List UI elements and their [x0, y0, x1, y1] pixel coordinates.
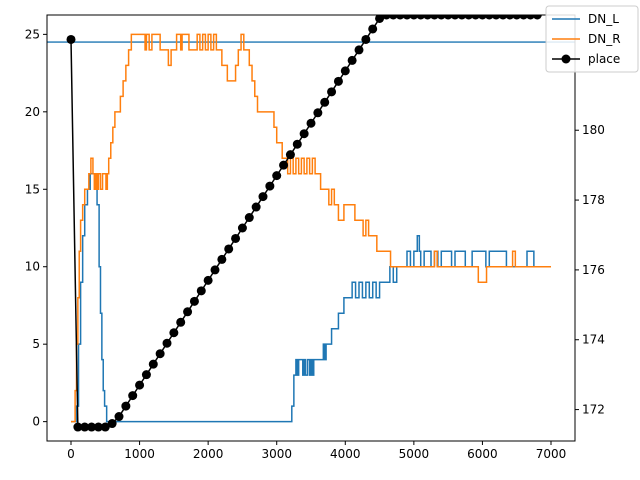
data-point-place: [347, 55, 357, 65]
data-point-place: [292, 139, 302, 149]
data-point-place: [189, 296, 199, 306]
data-point-place: [313, 108, 323, 118]
data-point-place: [210, 265, 220, 275]
y-left-tick-label: 20: [25, 105, 40, 119]
data-point-place: [340, 66, 350, 76]
data-point-place: [306, 118, 316, 128]
data-point-place: [395, 15, 405, 20]
data-point-place: [381, 15, 391, 20]
x-tick-label: 7000: [536, 447, 567, 461]
data-point-place: [114, 412, 124, 422]
data-point-place: [272, 171, 282, 181]
series-line-dn-r: [71, 33, 551, 423]
plot-frame: [46, 14, 576, 442]
data-point-place: [375, 15, 385, 23]
legend-label: place: [588, 52, 620, 66]
data-point-place: [251, 202, 261, 212]
y-left-tick-label: 25: [25, 27, 40, 41]
data-point-place: [484, 15, 494, 20]
data-point-place: [176, 317, 186, 327]
data-point-place: [162, 338, 172, 348]
data-point-place: [141, 370, 151, 380]
data-point-place: [402, 15, 412, 20]
data-point-place: [354, 45, 364, 55]
legend-marker: [561, 54, 571, 64]
data-point-place: [148, 359, 158, 369]
data-point-place: [409, 15, 419, 20]
data-point-place: [73, 422, 83, 432]
x-tick-label: 3000: [261, 447, 292, 461]
data-point-place: [368, 24, 378, 34]
data-point-place: [361, 34, 371, 44]
data-point-place: [498, 15, 508, 20]
legend-box: [545, 5, 639, 73]
series-layer: [47, 15, 575, 432]
data-point-place: [457, 15, 467, 20]
data-point-place: [320, 97, 330, 107]
data-point-place: [231, 233, 241, 243]
data-point-place: [443, 15, 453, 20]
data-point-place: [203, 275, 213, 285]
data-point-place: [265, 181, 275, 191]
data-point-place: [423, 15, 433, 20]
x-tick-label: 1000: [124, 447, 155, 461]
data-point-place: [135, 380, 145, 390]
data-point-place: [107, 419, 117, 429]
data-point-place: [477, 15, 487, 20]
data-point-place: [155, 349, 165, 359]
y-right-tick-label: 172: [582, 403, 605, 417]
data-point-place: [429, 15, 439, 20]
x-tick-label: 4000: [330, 447, 361, 461]
data-point-place: [327, 87, 337, 97]
data-point-place: [279, 160, 289, 170]
legend-label: DN_L: [588, 12, 619, 26]
data-point-place: [416, 15, 426, 20]
y-left-tick-label: 15: [25, 182, 40, 196]
data-point-place: [532, 15, 542, 20]
data-point-place: [388, 15, 398, 20]
data-point-place: [505, 15, 515, 20]
data-point-place: [237, 223, 247, 233]
y-right-tick-label: 180: [582, 123, 605, 137]
data-point-place: [100, 422, 110, 432]
data-point-place: [80, 422, 90, 432]
data-point-place: [66, 34, 76, 44]
y-right-tick-label: 178: [582, 193, 605, 207]
data-point-place: [244, 213, 254, 223]
data-point-place: [121, 401, 131, 411]
y-left-tick-label: 0: [32, 415, 40, 429]
data-point-place: [169, 328, 179, 338]
axes-layer: 0 1000 2000 3000 4000 5000 6000 7000 0 5 10 15 20 25 1…: [25, 14, 605, 461]
x-tick-label: 6000: [467, 447, 498, 461]
data-point-place: [512, 15, 522, 20]
data-point-place: [258, 192, 268, 202]
data-point-place: [333, 76, 343, 86]
data-point-place: [519, 15, 529, 20]
data-point-place: [285, 150, 295, 160]
legend-label: DN_R: [588, 32, 621, 46]
data-point-place: [299, 129, 309, 139]
data-point-place: [491, 15, 501, 20]
y-left-tick-label: 5: [32, 337, 40, 351]
y-left-tick-label: 10: [25, 260, 40, 274]
x-tick-label: 5000: [399, 447, 430, 461]
data-point-place: [436, 15, 446, 20]
data-point-place: [224, 244, 234, 254]
data-point-place: [128, 391, 138, 401]
data-point-place: [196, 286, 206, 296]
data-point-place: [87, 422, 97, 432]
data-point-place: [183, 307, 193, 317]
data-point-place: [450, 15, 460, 20]
data-point-place: [93, 422, 103, 432]
y-right-tick-label: 176: [582, 263, 605, 277]
data-point-place: [525, 15, 535, 20]
data-point-place: [464, 15, 474, 20]
y-right-tick-label: 174: [582, 333, 605, 347]
data-point-place: [471, 15, 481, 20]
x-tick-label: 2000: [193, 447, 224, 461]
data-point-place: [217, 254, 227, 264]
x-tick-label: 0: [67, 447, 75, 461]
